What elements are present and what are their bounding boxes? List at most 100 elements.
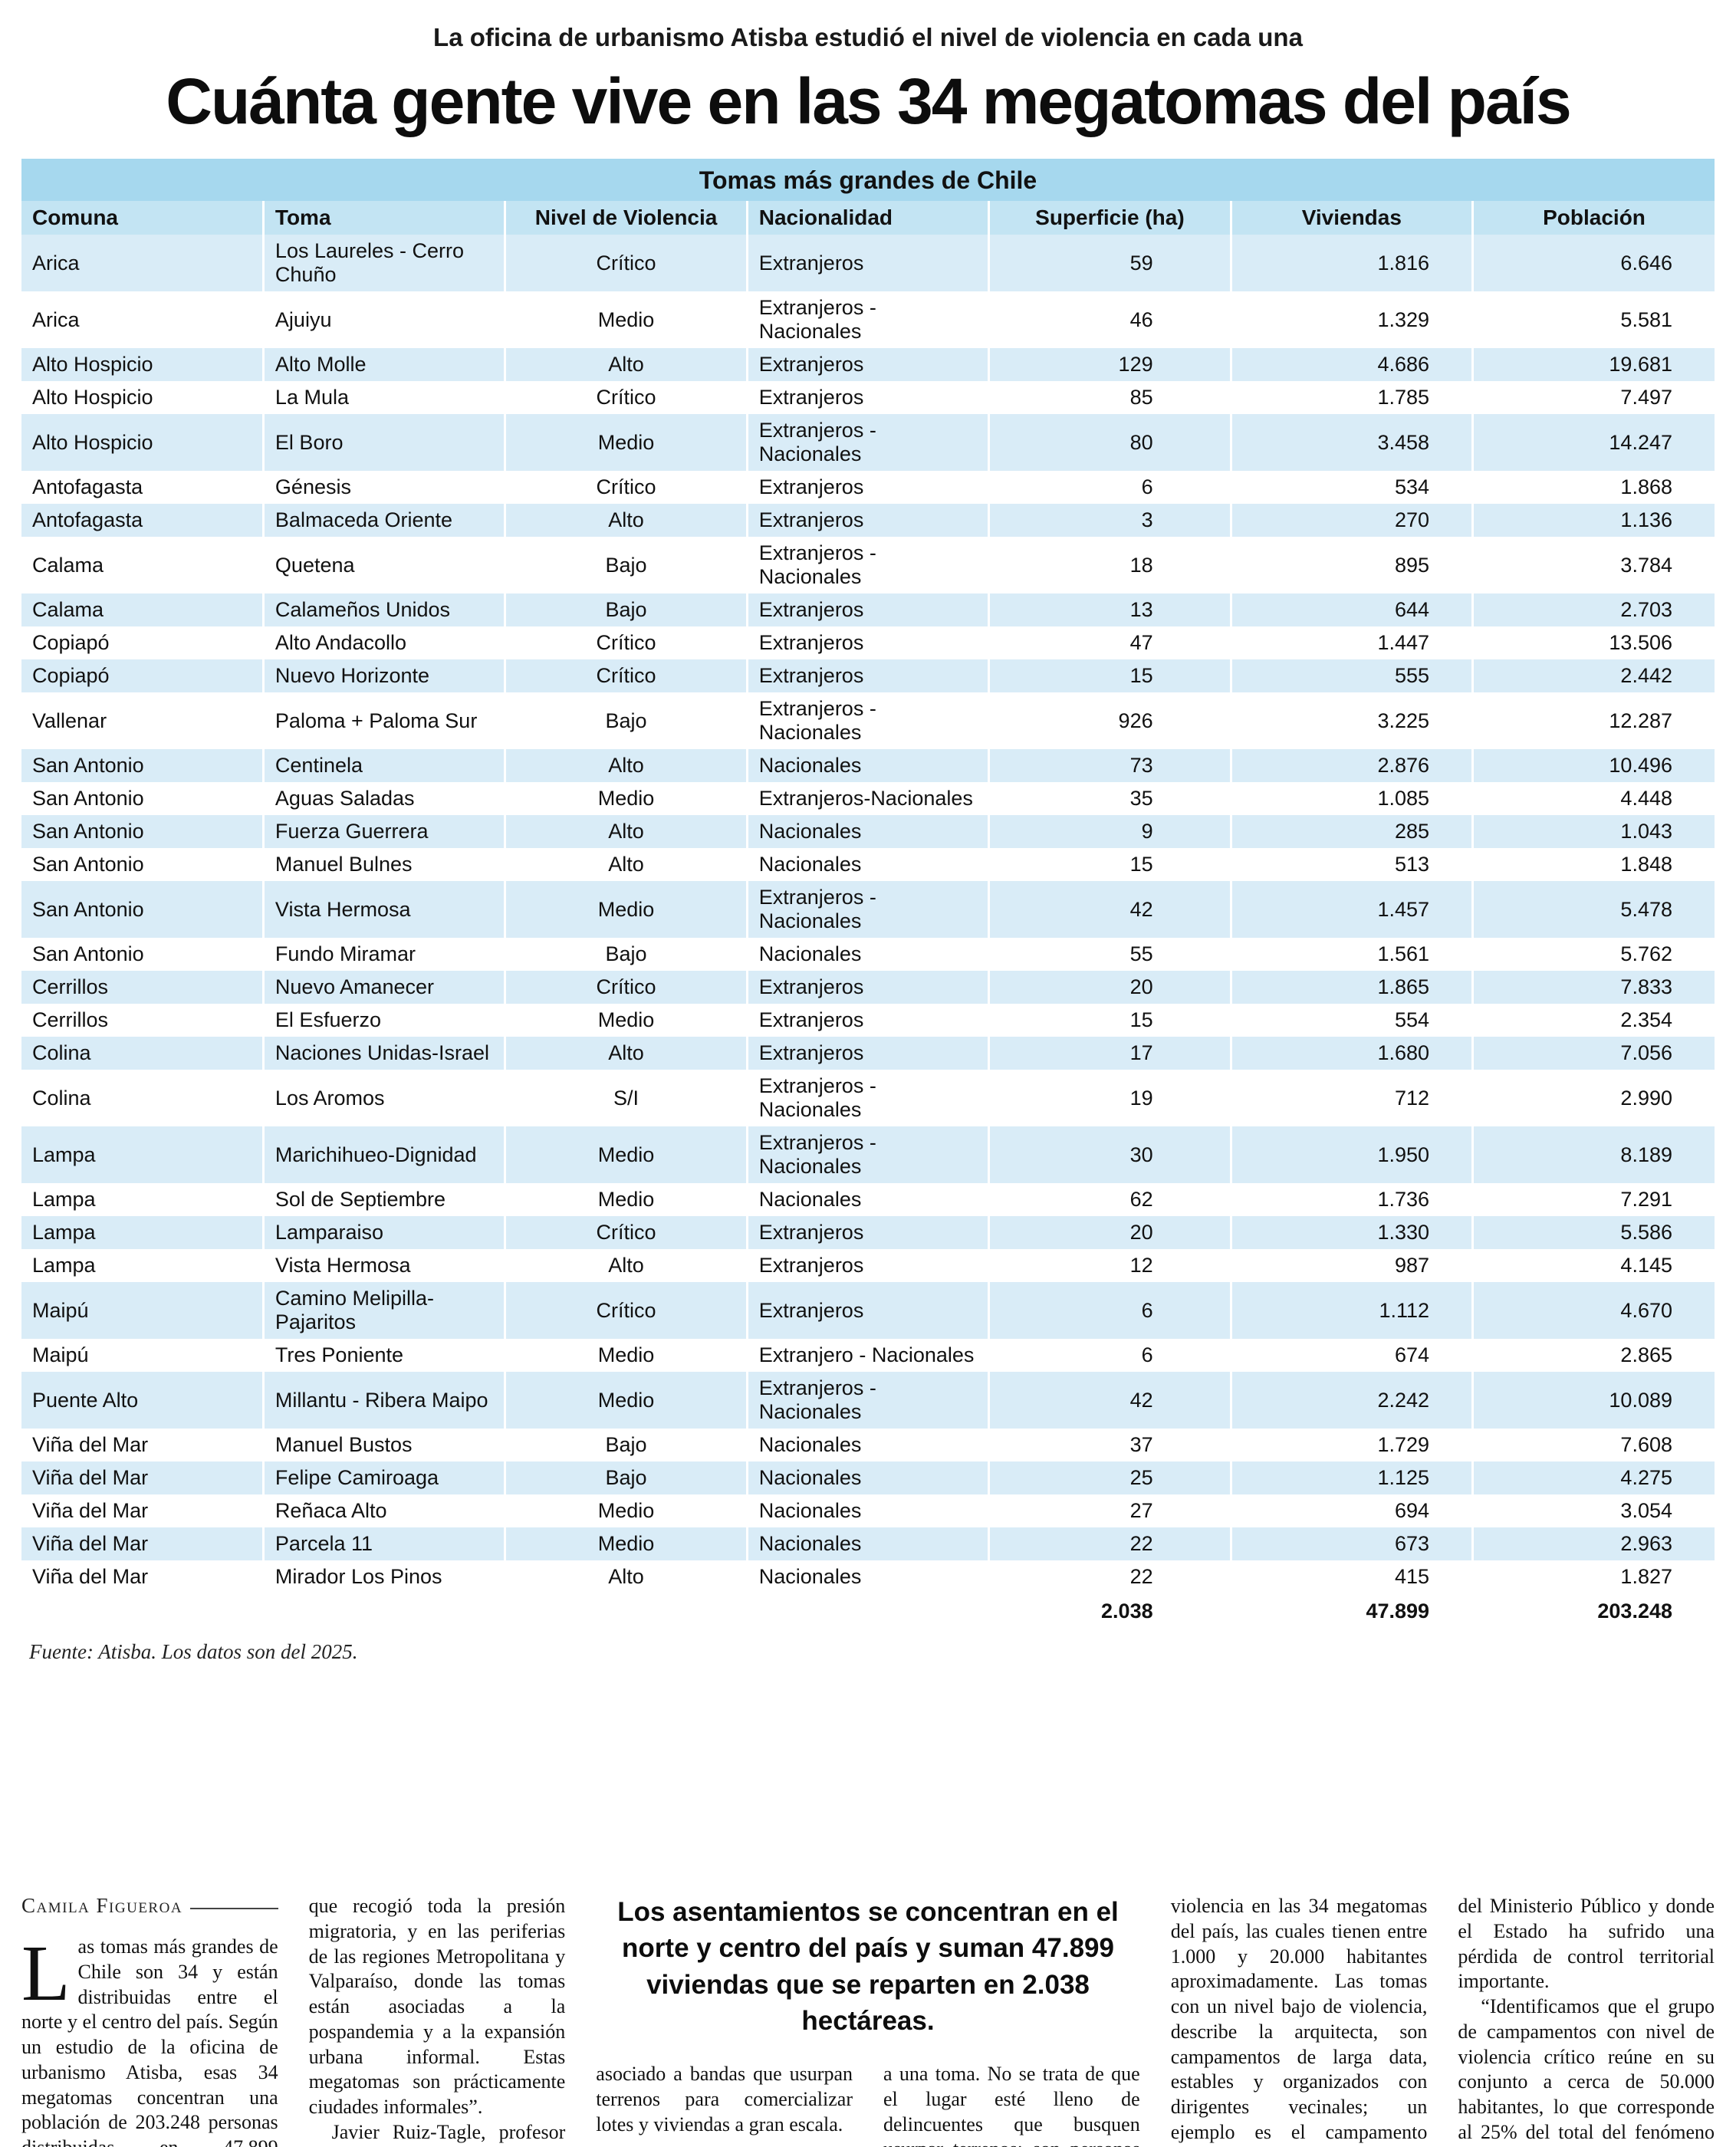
table-cell: Medio (505, 1339, 748, 1372)
table-cell: Centinela (263, 749, 507, 782)
table-cell: Nacionales (747, 848, 991, 881)
table-cell: Alto (505, 848, 748, 881)
table-cell: Crítico (505, 626, 748, 659)
table-cell: 20 (988, 971, 1232, 1004)
table-cell: Extranjeros - Nacionales (747, 414, 991, 471)
table-cell: Extranjeros (747, 1037, 991, 1070)
table-cell: Medio (505, 881, 748, 938)
column-header-superficie: Superficie (ha) (988, 201, 1232, 235)
paragraph: “Identificamos que el grupo de campament… (1458, 1995, 1715, 2147)
table-cell: 1.125 (1231, 1461, 1475, 1494)
table-cell: Ajuiyu (263, 291, 507, 348)
table-cell: El Boro (263, 414, 507, 471)
table-cell: Extranjeros - Nacionales (747, 1126, 991, 1183)
table-cell: Colina (21, 1070, 265, 1126)
table-cell: Medio (505, 1126, 748, 1183)
table-cell: Crítico (505, 1216, 748, 1249)
table-row: Colina Los Aromos S/I Extranjeros - Naciona… (21, 1070, 1715, 1126)
table-cell: 13 (988, 593, 1232, 626)
table-cell: 2.354 (1620, 1008, 1672, 1031)
table-cell: 5.586 (1620, 1221, 1672, 1244)
table-row: Viña del Mar Felipe Camiroaga Bajo Nacional… (21, 1461, 1715, 1494)
table-row: Cerrillos Nuevo Amanecer Crítico Extranjero… (21, 971, 1715, 1004)
table-cell: 6 (988, 1282, 1232, 1339)
table-cell: 37 (988, 1429, 1232, 1461)
table-foot: 2.038 47.899 203.248 (21, 1593, 1715, 1628)
article-column-2: que recogió toda la presión migratoria, … (309, 1894, 566, 2147)
totals-empty (747, 1593, 991, 1628)
table-row: San Antonio Centinela Alto Nacionales 73 2.87… (21, 749, 1715, 782)
total-viviendas: 47.899 (1231, 1593, 1475, 1628)
paragraph: violencia en las 34 megatomas del país, … (1170, 1895, 1428, 2147)
table-cell: 1.729 (1231, 1429, 1475, 1461)
table-cell: Crítico (505, 1282, 748, 1339)
table-cell: 12 (988, 1249, 1232, 1282)
table-cell: Nuevo Amanecer (263, 971, 507, 1004)
table-cell: 129 (988, 348, 1232, 381)
table-cell: Extranjeros (747, 659, 991, 692)
table-cell: Naciones Unidas-Israel (263, 1037, 507, 1070)
table-cell: Extranjeros - Nacionales (747, 537, 991, 593)
table-cell: Extranjeros (747, 1249, 991, 1282)
table-cell: Camino Melipilla-Pajaritos (263, 1282, 507, 1339)
table-row: Antofagasta Balmaceda Oriente Alto Extranje… (21, 504, 1715, 537)
table-row: San Antonio Fundo Miramar Bajo Nacionales 55… (21, 938, 1715, 971)
table-cell: Vista Hermosa (263, 1249, 507, 1282)
table-cell: 1.680 (1231, 1037, 1475, 1070)
table-cell: Alto (505, 1249, 748, 1282)
column-header-nacionalidad: Nacionalidad (747, 201, 991, 235)
table-cell: 1.330 (1231, 1216, 1475, 1249)
table-cell: 2.876 (1231, 749, 1475, 782)
table-cell: Medio (505, 1527, 748, 1560)
article-column-4: a una toma. No se trata de que el lugar … (883, 2062, 1140, 2147)
table-cell: Alto Hospicio (21, 348, 265, 381)
table-cell: Crítico (505, 235, 748, 291)
table-row: Lampa Lamparaiso Crítico Extranjeros 20 1.330… (21, 1216, 1715, 1249)
table-cell: Puente Alto (21, 1372, 265, 1429)
table-row: Calama Calameños Unidos Bajo Extranjeros 13 6… (21, 593, 1715, 626)
table-row: Arica Los Laureles - Cerro Chuño Crítico Ex… (21, 235, 1715, 291)
table-cell: Extranjeros - Nacionales (747, 692, 991, 749)
table-cell: 85 (988, 381, 1232, 414)
table-cell: Calama (21, 537, 265, 593)
table-cell: 694 (1231, 1494, 1475, 1527)
table-cell: Alto (505, 504, 748, 537)
table-cell: Alto Molle (263, 348, 507, 381)
table-cell: 9 (988, 815, 1232, 848)
table-cell: Los Laureles - Cerro Chuño (263, 235, 507, 291)
table-cell: 1.043 (1620, 820, 1672, 843)
table-cell: 19.681 (1609, 353, 1672, 376)
table-cell: Lampa (21, 1216, 265, 1249)
table-cell: San Antonio (21, 782, 265, 815)
table-cell: Extranjeros (747, 626, 991, 659)
table-cell: Arica (21, 235, 265, 291)
table-cell: 6.646 (1620, 251, 1672, 275)
table-cell: 1.865 (1231, 971, 1475, 1004)
table-cell: Nacionales (747, 1461, 991, 1494)
table-cell: 513 (1231, 848, 1475, 881)
table-cell: 13.506 (1609, 631, 1672, 654)
table-cell: Quetena (263, 537, 507, 593)
table-cell: 534 (1231, 471, 1475, 504)
totals-row: 2.038 47.899 203.248 (21, 1593, 1715, 1628)
paragraph: que recogió toda la presión migratoria, … (308, 1895, 566, 2118)
table-cell: Mirador Los Pinos (263, 1560, 507, 1593)
paragraph-text: as tomas más grandes de Chile son 34 y e… (21, 1935, 278, 2147)
table-cell: 1.447 (1231, 626, 1475, 659)
paragraph: del Ministerio Público y donde el Estado… (1458, 1895, 1715, 1993)
table-cell: 415 (1231, 1560, 1475, 1593)
table-cell: 926 (988, 692, 1232, 749)
table-cell: Antofagasta (21, 471, 265, 504)
source-note: Fuente: Atisba. Los datos son del 2025. (29, 1640, 358, 1663)
table-cell: Medio (505, 1183, 748, 1216)
paragraph: a una toma. No se trata de que el lugar … (883, 2063, 1140, 2147)
table-cell: 1.561 (1231, 938, 1475, 971)
table-cell: 2.242 (1231, 1372, 1475, 1429)
table-cell: Alto Andacollo (263, 626, 507, 659)
table-cell: Bajo (505, 593, 748, 626)
article-column-5: violencia en las 34 megatomas del país, … (1171, 1894, 1428, 2147)
table-cell: 35 (988, 782, 1232, 815)
table-cell: 1.785 (1231, 381, 1475, 414)
table-cell: Extranjeros (747, 1282, 991, 1339)
